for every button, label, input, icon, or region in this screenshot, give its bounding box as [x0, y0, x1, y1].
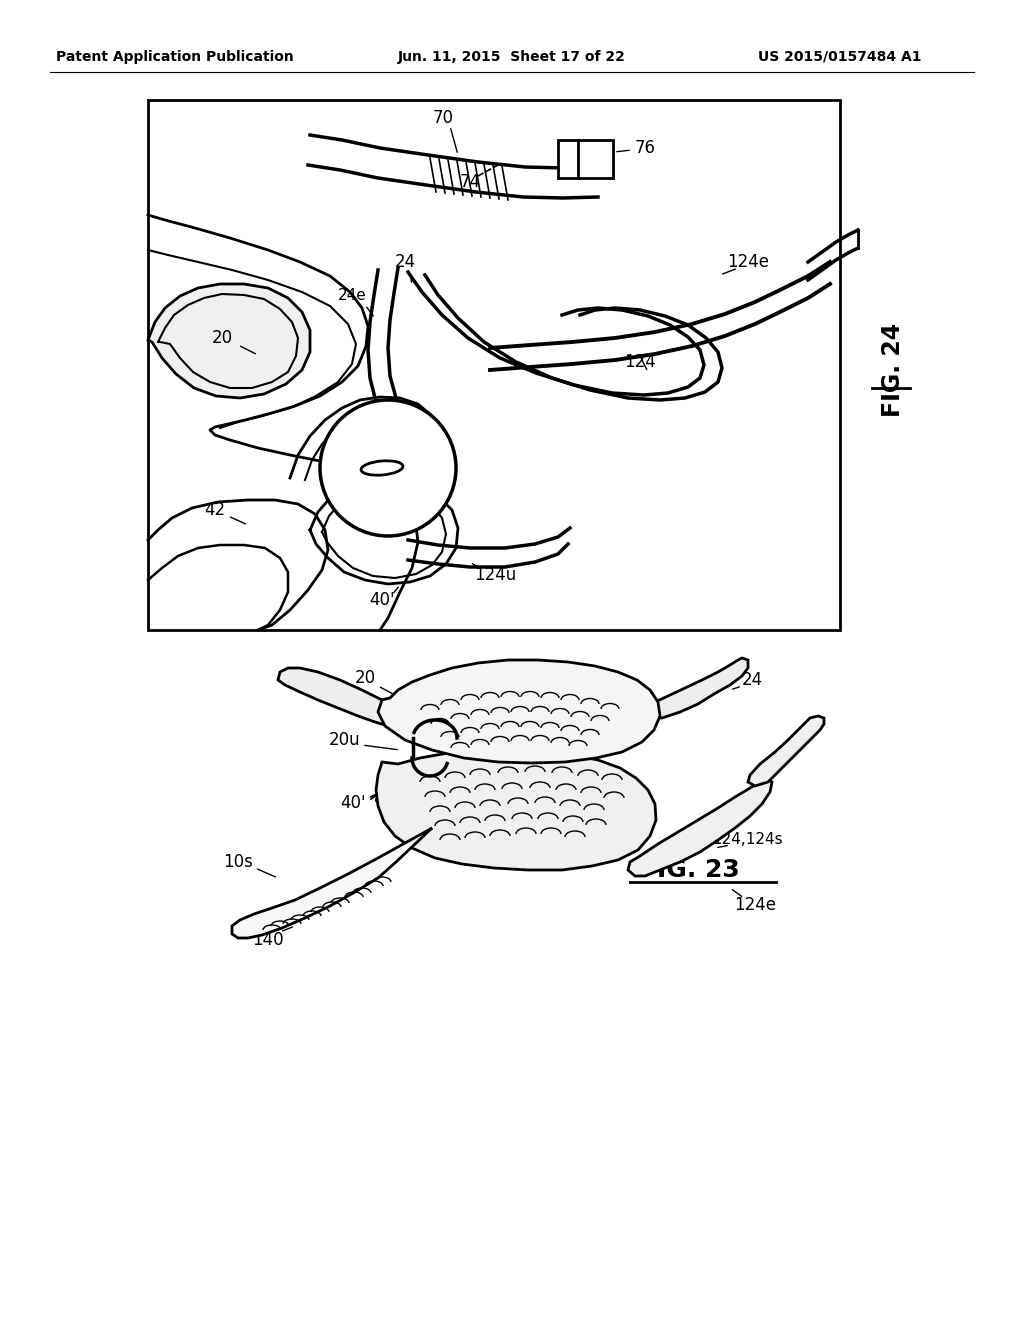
Polygon shape	[148, 284, 310, 399]
Circle shape	[319, 400, 456, 536]
Text: 124,124s: 124,124s	[713, 833, 783, 847]
Text: 24: 24	[394, 253, 416, 271]
Text: Patent Application Publication: Patent Application Publication	[56, 50, 294, 63]
Text: 24: 24	[741, 671, 763, 689]
Polygon shape	[278, 668, 392, 726]
Text: 42: 42	[205, 502, 225, 519]
Ellipse shape	[361, 461, 402, 475]
Polygon shape	[748, 715, 824, 785]
Text: Jun. 11, 2015  Sheet 17 of 22: Jun. 11, 2015 Sheet 17 of 22	[398, 50, 626, 63]
Text: 124e: 124e	[727, 253, 769, 271]
Bar	[148, 100, 840, 630]
Text: 70: 70	[432, 110, 454, 127]
Text: 74: 74	[460, 173, 480, 191]
Text: 20: 20	[211, 329, 232, 347]
Text: 40': 40'	[370, 591, 395, 609]
Text: 140: 140	[252, 931, 284, 949]
Text: 124u: 124u	[474, 566, 516, 583]
Text: FIG. 24: FIG. 24	[881, 323, 905, 417]
Text: 40': 40'	[340, 793, 377, 812]
Text: FIG. 23: FIG. 23	[640, 858, 739, 882]
Text: 10s: 10s	[223, 853, 253, 871]
Text: 20u: 20u	[329, 731, 360, 748]
Text: 20: 20	[354, 669, 376, 686]
Text: 24e: 24e	[338, 288, 367, 302]
Bar	[558, 140, 613, 178]
Polygon shape	[376, 750, 656, 870]
Polygon shape	[232, 828, 432, 939]
Text: 124e: 124e	[734, 896, 776, 913]
Text: US 2015/0157484 A1: US 2015/0157484 A1	[758, 50, 922, 63]
Polygon shape	[652, 657, 748, 718]
Text: 76: 76	[635, 139, 655, 157]
Polygon shape	[628, 780, 772, 876]
Text: 124: 124	[624, 352, 656, 371]
Polygon shape	[378, 660, 660, 763]
